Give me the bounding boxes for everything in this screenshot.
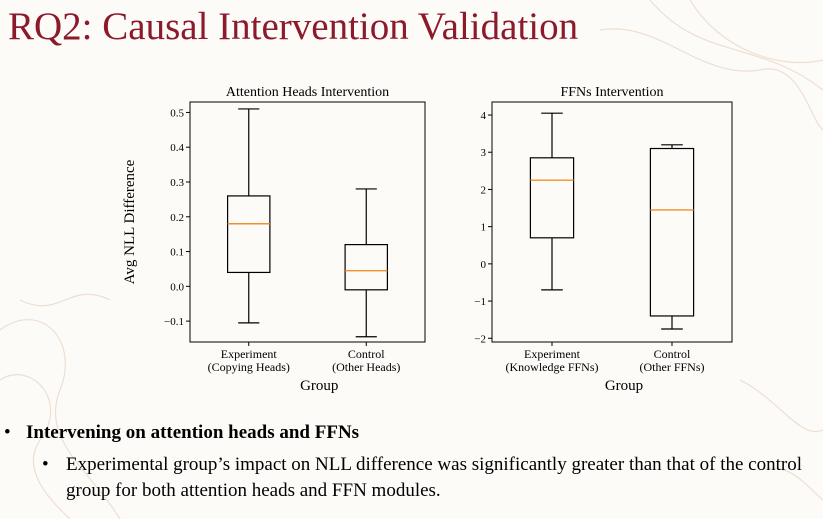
chart-panel-2: FFNs Intervention −2 −1 0 1 2 3 4 Experiment(Kno…	[474, 85, 733, 394]
box-iqr	[344, 244, 389, 291]
boxplot-figure: Attention Heads Intervention −0.1 0.0 0.1 0.…	[122, 85, 733, 394]
box-iqr	[649, 147, 695, 317]
y-tick-label: 0.3	[170, 177, 184, 189]
x-axis-label: Group	[605, 378, 643, 394]
chart-title: FFNs Intervention	[560, 85, 663, 100]
x-tick-label: (Other FFNs)	[640, 360, 705, 374]
x-tick-label: Control	[654, 347, 691, 361]
box-iqr	[529, 157, 575, 239]
x-tick-label: (Copying Heads)	[208, 360, 290, 374]
bullet-dot: •	[42, 454, 49, 475]
chart-panel-1: Attention Heads Intervention −0.1 0.0 0.1 0.…	[122, 85, 426, 394]
x-tick-label: (Knowledge FFNs)	[506, 360, 599, 374]
x-tick-label: Experiment	[524, 347, 581, 361]
slide-title: RQ2: Causal Intervention Validation	[8, 5, 579, 48]
x-axis-label: Group	[300, 378, 338, 394]
y-tick-label: 0.2	[170, 212, 184, 224]
y-tick-label: −2	[474, 333, 486, 345]
y-tick-label: 0.4	[170, 142, 184, 154]
chart-title: Attention Heads Intervention	[226, 85, 389, 100]
box-iqr	[226, 195, 271, 274]
y-tick-label: 0.0	[170, 281, 184, 293]
plot-frame	[189, 101, 426, 343]
y-tick-label: −1	[474, 296, 486, 308]
x-tick-label: Experiment	[221, 347, 278, 361]
y-tick-label: 0.5	[170, 107, 184, 119]
y-tick-label: −0.1	[164, 316, 184, 328]
x-tick-label: (Other Heads)	[332, 360, 400, 374]
plot-frame	[491, 101, 733, 343]
y-axis-label: Avg NLL Difference	[122, 159, 138, 284]
bullet-item-sub: • Experimental group’s impact on NLL diff…	[42, 452, 812, 504]
bullet-dot: •	[4, 422, 11, 443]
bullet-item-main: • Intervening on attention heads and FFNs	[4, 422, 359, 444]
bullet-sub-text: Experimental group’s impact on NLL diffe…	[66, 454, 802, 501]
y-tick-label: 2	[481, 184, 487, 196]
y-tick-label: 0	[481, 259, 487, 271]
y-tick-label: 4	[481, 110, 487, 122]
y-tick-label: 1	[481, 222, 487, 234]
y-tick-label: 3	[481, 147, 487, 159]
bullet-main-text: Intervening on attention heads and FFNs	[26, 422, 360, 443]
x-tick-label: Control	[348, 347, 385, 361]
y-tick-label: 0.1	[170, 247, 184, 259]
